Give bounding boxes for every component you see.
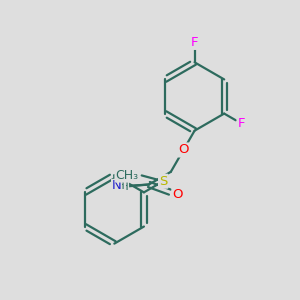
Text: CH₃: CH₃ [115, 169, 138, 182]
Text: O: O [178, 143, 189, 157]
Text: H: H [119, 180, 128, 193]
Text: H: H [116, 179, 125, 193]
Text: F: F [238, 117, 245, 130]
Text: N: N [112, 179, 122, 193]
Text: H: H [116, 179, 124, 192]
Text: S: S [159, 175, 167, 188]
Text: F: F [191, 36, 198, 49]
Text: O: O [172, 188, 183, 202]
